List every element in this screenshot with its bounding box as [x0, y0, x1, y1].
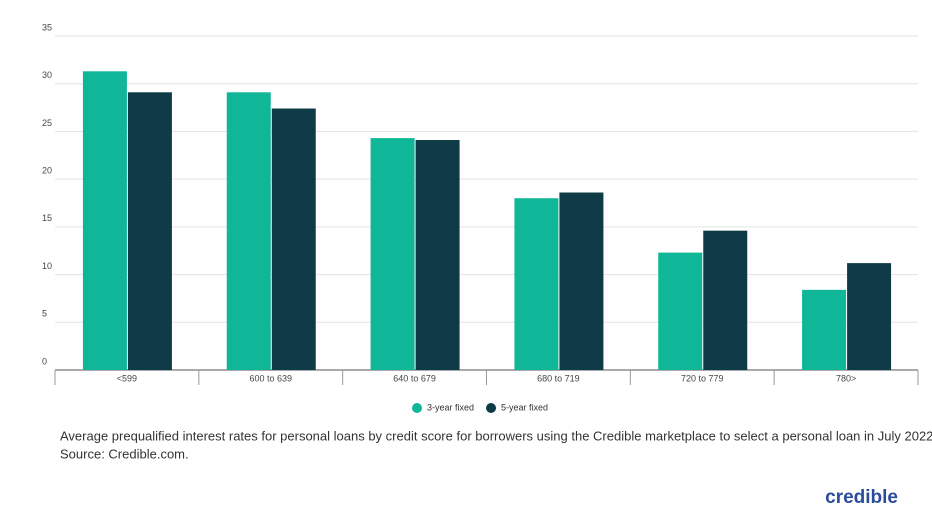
x-tick-label: 720 to 779 [681, 373, 724, 383]
bar [559, 192, 604, 370]
legend-swatch [486, 403, 497, 413]
bar [226, 92, 271, 370]
bar [127, 92, 172, 370]
bar [415, 140, 460, 370]
x-tick-label: 600 to 639 [249, 373, 292, 383]
x-tick-label: 640 to 679 [393, 373, 436, 383]
y-tick-label: 5 [42, 309, 47, 319]
y-tick-label: 35 [42, 22, 52, 32]
bar [847, 263, 892, 370]
caption: Average prequalified interest rates for … [60, 428, 932, 443]
caption: Source: Credible.com. [60, 446, 189, 461]
brand-logo: credible [825, 487, 898, 508]
bar [703, 230, 748, 370]
y-tick-label: 25 [42, 118, 52, 128]
y-tick-label: 10 [42, 261, 52, 271]
bar [370, 138, 415, 370]
legend-label: 3-year fixed [427, 402, 474, 412]
bar [802, 289, 847, 370]
bar [514, 198, 559, 370]
legend-swatch [412, 403, 422, 413]
y-tick-label: 20 [42, 166, 52, 176]
y-tick-label: 30 [42, 70, 52, 80]
x-tick-label: 680 to 719 [537, 373, 580, 383]
bar [271, 108, 316, 371]
legend-label: 5-year fixed [501, 402, 548, 412]
x-tick-label: <599 [117, 373, 137, 383]
y-tick-label: 15 [42, 213, 52, 223]
x-tick-label: 780> [836, 373, 856, 383]
y-tick-label: 0 [42, 356, 47, 366]
bar [658, 252, 703, 370]
bar [82, 71, 127, 371]
